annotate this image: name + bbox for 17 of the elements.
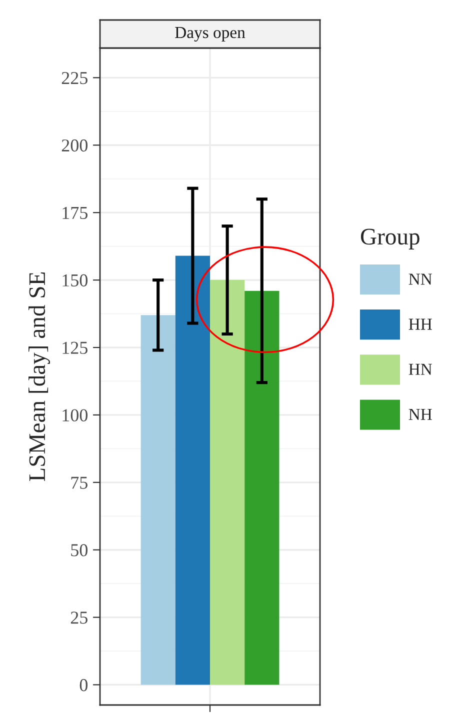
- legend-label: HH: [408, 318, 432, 330]
- chart-title: Days open: [175, 27, 246, 42]
- y-tick-label: 150: [62, 274, 88, 286]
- y-tick-label: 125: [62, 342, 88, 354]
- y-axis-title: LSMean [day] and SE: [28, 272, 50, 482]
- y-tick-label: 225: [62, 72, 88, 84]
- y-tick-label: 100: [62, 409, 88, 422]
- y-tick-label: 25: [70, 612, 88, 624]
- legend-title: Group: [360, 228, 420, 250]
- legend-label: NH: [408, 408, 432, 420]
- legend-label: HN: [408, 364, 432, 375]
- legend-label: NN: [408, 274, 432, 285]
- y-tick-label: 0: [80, 679, 88, 692]
- y-tick-label: 175: [62, 206, 88, 220]
- y-tick-label: 200: [62, 139, 88, 152]
- y-tick-label: 75: [71, 476, 88, 489]
- y-tick-label: 50: [71, 544, 88, 556]
